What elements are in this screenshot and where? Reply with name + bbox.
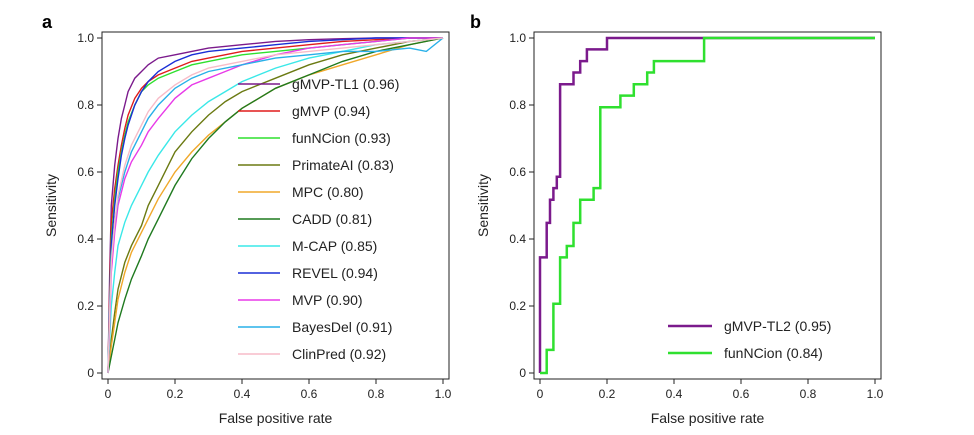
y-tick-label: 0.6: [509, 165, 526, 179]
y-tick-label: 0.2: [509, 299, 526, 313]
legend-entry: MVP (0.90): [292, 292, 363, 308]
legend-entry: BayesDel (0.91): [292, 319, 392, 335]
panel-label: b: [470, 12, 481, 32]
x-tick-label: 0: [537, 387, 544, 401]
legend-entry: ClinPred (0.92): [292, 346, 386, 362]
series-line-1: [540, 36, 875, 375]
x-tick-label: 0.6: [733, 387, 750, 401]
y-tick-label: 0.6: [77, 165, 94, 179]
y-tick-label: 1.0: [77, 31, 94, 45]
y-axis-label: Sensitivity: [43, 174, 59, 237]
x-axis-label: False positive rate: [219, 410, 333, 426]
y-tick-label: 0.2: [77, 299, 94, 313]
series-line-8: [107, 37, 443, 374]
series-line-10: [107, 37, 444, 374]
y-tick-label: 0: [87, 366, 94, 380]
legend-entry: funNCion (0.84): [724, 345, 823, 361]
legend-entry: gMVP-TL2 (0.95): [724, 318, 831, 334]
x-tick-label: 0.2: [599, 387, 616, 401]
series-line-3: [107, 37, 444, 374]
legend: gMVP-TL1 (0.96) gMVP (0.94) funNCion (0.93…: [238, 76, 399, 362]
legend-entry: M-CAP (0.85): [292, 238, 377, 254]
legend-entry: PrimateAI (0.83): [292, 157, 394, 173]
plot-frame: [101, 31, 450, 380]
series-line-4: [107, 37, 444, 374]
x-tick-label: 0: [105, 387, 112, 401]
y-tick-label: 0.4: [77, 232, 94, 246]
y-tick-label: 0.8: [77, 98, 94, 112]
legend-entry: CADD (0.81): [292, 211, 372, 227]
panel-b: b 0 0.2 0.4 0.6 0.8 1.0 0 0.2 0.4 0.6 0.8 1.0 False p…: [470, 12, 884, 426]
series-line-5: [107, 37, 444, 374]
legend-entry: gMVP (0.94): [292, 103, 370, 119]
y-tick-label: 0: [519, 366, 526, 380]
series-line-0: [107, 37, 443, 374]
x-tick-label: 0.6: [301, 387, 318, 401]
series-line-1: [107, 37, 443, 374]
panel-label: a: [42, 12, 53, 32]
x-tick-label: 1.0: [867, 387, 884, 401]
x-axis-label: False positive rate: [651, 410, 765, 426]
x-tick-label: 1.0: [435, 387, 452, 401]
legend-entry: REVEL (0.94): [292, 265, 378, 281]
series-line-7: [107, 37, 443, 374]
y-tick-label: 1.0: [509, 31, 526, 45]
y-axis-label: Sensitivity: [475, 174, 491, 237]
x-tick-label: 0.4: [234, 387, 251, 401]
y-tick-label: 0.8: [509, 98, 526, 112]
x-tick-label: 0.8: [368, 387, 385, 401]
legend-entry: MPC (0.80): [292, 184, 364, 200]
series-line-0: [538, 36, 875, 373]
legend-entry: funNCion (0.93): [292, 130, 391, 146]
panel-a: a 0 0.2 0.4 0.6 0.8 1.0 0 0.2 0.4 0.6 0.8 1.0 False p…: [42, 12, 452, 426]
plot-frame: [533, 31, 882, 380]
x-tick-label: 0.2: [167, 387, 184, 401]
x-tick-label: 0.4: [666, 387, 683, 401]
legend-entry: gMVP-TL1 (0.96): [292, 76, 399, 92]
y-tick-label: 0.4: [509, 232, 526, 246]
x-tick-label: 0.8: [800, 387, 817, 401]
legend: gMVP-TL2 (0.95) funNCion (0.84): [668, 318, 831, 361]
